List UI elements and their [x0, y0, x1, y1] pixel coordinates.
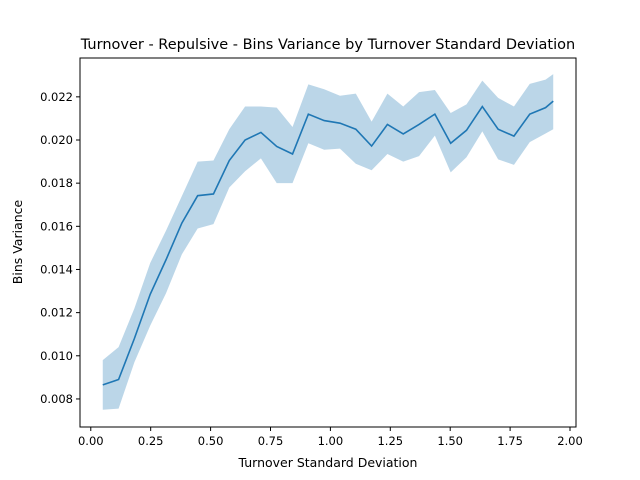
- plot-area: [102, 74, 554, 410]
- y-axis: 0.008 0.010 0.012 0.014 0.016 0.018 0.020 0.022: [40, 90, 80, 406]
- x-axis-label: Turnover Standard Deviation: [238, 455, 418, 470]
- y-tick-label: 0.016: [40, 219, 73, 233]
- chart-title: Turnover - Repulsive - Bins Variance by …: [80, 37, 575, 53]
- y-tick-label: 0.018: [40, 176, 73, 190]
- y-tick-label: 0.022: [40, 90, 73, 104]
- x-tick-label: 1.00: [318, 434, 344, 448]
- series-line: [102, 100, 554, 386]
- x-tick-label: 1.25: [377, 434, 403, 448]
- confidence-band: [102, 74, 554, 410]
- x-tick-label: 0.25: [138, 434, 164, 448]
- x-tick-label: 0.00: [78, 434, 104, 448]
- axes-frame: [79, 57, 577, 428]
- x-axis: 0.00 0.25 0.50 0.75 1.00 1.25 1.50 1.75 2.00: [78, 427, 583, 448]
- y-tick-label: 0.012: [40, 306, 73, 320]
- x-tick-label: 2.00: [557, 434, 583, 448]
- y-axis-label: Bins Variance: [10, 199, 25, 284]
- y-tick-label: 0.020: [40, 133, 73, 147]
- y-tick-label: 0.014: [40, 262, 73, 276]
- y-tick-label: 0.008: [40, 392, 73, 406]
- x-tick-label: 0.50: [198, 434, 224, 448]
- x-tick-label: 1.50: [437, 434, 463, 448]
- x-tick-label: 0.75: [258, 434, 284, 448]
- y-tick-label: 0.010: [40, 349, 73, 363]
- x-tick-label: 1.75: [497, 434, 523, 448]
